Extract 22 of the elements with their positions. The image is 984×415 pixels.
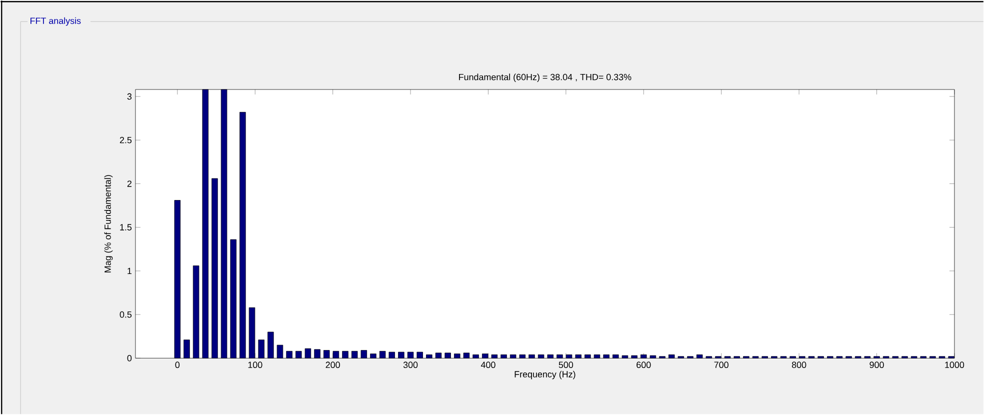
x-tick-label: 300 [403, 362, 418, 368]
x-tick-label: 400 [480, 362, 496, 368]
x-tick-label: 700 [714, 362, 728, 368]
x-tick-label: 200 [326, 362, 340, 368]
y-tick-label: 1.5 [120, 224, 132, 231]
y-tick-label: 1 [128, 268, 132, 274]
x-tick-label: 900 [870, 362, 884, 368]
x-tick-label: 100 [248, 362, 262, 368]
x-tick-label: 800 [792, 362, 806, 368]
text: FFT analysis [30, 18, 81, 26]
y-tick-label: 2 [127, 180, 132, 187]
chart-title: Fundamental (60Hz) = 38.04 , THD= 0.33% [459, 74, 632, 82]
x-tick-label: 0 [175, 362, 180, 368]
y-tick-label: 2.5 [120, 137, 132, 144]
x-tick-label: 1000 [945, 362, 964, 368]
x-tick-label: 500 [558, 362, 574, 368]
x-axis-title: Frequency (Hz) [514, 371, 576, 380]
y-axis-title: Mag (% of Fundamental) [104, 175, 113, 273]
y-tick-label: 0 [127, 355, 132, 362]
y-tick-label: 3 [127, 93, 132, 100]
x-tick-label: 600 [636, 362, 651, 368]
y-tick-label: 0.5 [120, 312, 132, 318]
